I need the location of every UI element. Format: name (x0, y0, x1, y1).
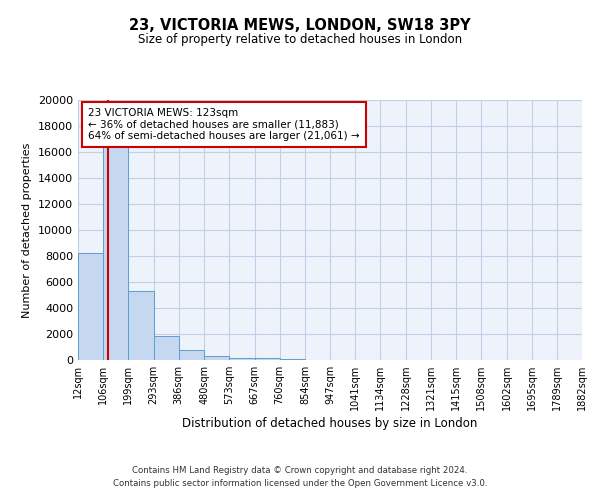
Bar (254, 358, 280, 360)
Bar (154, 336, 179, 360)
Bar (204, 356, 229, 360)
Bar (78, 254, 103, 360)
Bar (103, 144, 128, 360)
Y-axis label: Number of detached properties: Number of detached properties (22, 142, 32, 318)
Text: Contains HM Land Registry data © Crown copyright and database right 2024.
Contai: Contains HM Land Registry data © Crown c… (113, 466, 487, 487)
Bar (229, 358, 254, 360)
Text: Size of property relative to detached houses in London: Size of property relative to detached ho… (138, 32, 462, 46)
Bar (179, 350, 204, 360)
Bar (128, 291, 154, 360)
Text: 23, VICTORIA MEWS, LONDON, SW18 3PY: 23, VICTORIA MEWS, LONDON, SW18 3PY (129, 18, 471, 32)
Text: 23 VICTORIA MEWS: 123sqm
← 36% of detached houses are smaller (11,883)
64% of se: 23 VICTORIA MEWS: 123sqm ← 36% of detach… (88, 108, 360, 141)
Bar (280, 359, 305, 360)
X-axis label: Distribution of detached houses by size in London: Distribution of detached houses by size … (182, 418, 478, 430)
